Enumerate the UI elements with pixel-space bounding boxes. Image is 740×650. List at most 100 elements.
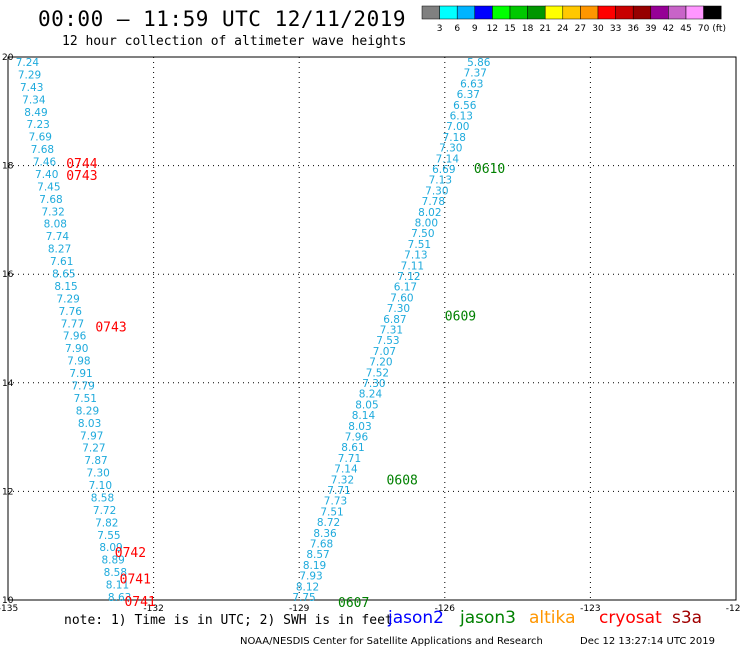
wave-height-value: 7.07 <box>373 346 396 358</box>
wave-height-value: 7.69 <box>29 132 52 144</box>
plot-frame <box>7 56 737 601</box>
wave-height-value: 6.56 <box>453 100 477 112</box>
legend-label: 9 <box>472 24 478 34</box>
x-tick-label: -135 <box>0 604 18 614</box>
wave-height-value: 7.77 <box>61 318 84 330</box>
wave-height-value: 7.76 <box>59 306 83 318</box>
y-tick-label: 16 <box>2 270 14 280</box>
legend-swatch <box>703 5 722 20</box>
wave-height-value: 7.96 <box>63 331 87 343</box>
pass-time-label: 0607 <box>338 596 369 611</box>
wave-height-value: 7.14 <box>436 153 460 165</box>
wave-height-value: 6.87 <box>383 314 406 326</box>
wave-height-value: 5.86 <box>467 57 491 69</box>
wave-height-value: 7.68 <box>310 539 333 551</box>
legend-label: 45 <box>680 24 691 34</box>
wave-height-value: 7.72 <box>93 505 116 517</box>
y-tick-label: 18 <box>2 162 14 172</box>
satellite-name: cryosat <box>599 608 662 628</box>
wave-height-value: 7.30 <box>86 468 109 480</box>
wave-height-value: 8.65 <box>52 269 75 281</box>
wave-height-value: 8.89 <box>101 555 124 567</box>
legend-label: 3 <box>437 24 443 34</box>
legend-label: 24 <box>557 24 569 34</box>
pass-time-label: 0744 <box>66 157 97 172</box>
x-tick-label: -126 <box>435 604 456 614</box>
wave-height-value: 6.63 <box>460 78 483 90</box>
y-tick-label: 10 <box>2 596 14 606</box>
wave-height-value: 8.58 <box>104 567 127 579</box>
x-tick-label: -129 <box>289 604 310 614</box>
wave-height-value: 8.63 <box>108 592 131 604</box>
legend-label: 42 <box>663 24 674 34</box>
chart-title: 00:00 – 11:59 UTC 12/11/2019 <box>38 7 407 31</box>
wave-height-value: 8.29 <box>76 405 99 417</box>
wave-height-value: 8.03 <box>348 421 371 433</box>
wave-height-value: 7.60 <box>390 292 413 304</box>
wave-height-value: 8.02 <box>418 207 441 219</box>
wave-height-value: 7.30 <box>425 185 448 197</box>
wave-height-value: 7.61 <box>50 256 73 268</box>
legend-label: 33 <box>610 24 621 34</box>
pass-time-label: 0609 <box>445 309 476 324</box>
wave-height-value: 7.18 <box>443 132 466 144</box>
wave-height-value: 7.30 <box>439 143 462 155</box>
satellite-name: jason3 <box>460 608 516 628</box>
wave-height-value: 7.68 <box>39 194 62 206</box>
wave-height-value: 8.49 <box>24 107 47 119</box>
wave-height-value: 7.87 <box>84 455 107 467</box>
wave-height-value: 7.37 <box>464 68 487 80</box>
wave-height-value: 8.14 <box>352 410 376 422</box>
wave-height-value: 7.45 <box>37 181 60 193</box>
y-tick-label: 12 <box>2 487 13 497</box>
pass-time-label: 0741 <box>124 595 155 610</box>
legend-label: 21 <box>539 24 550 34</box>
legend-label: 30 <box>592 24 604 34</box>
wave-height-value: 7.29 <box>18 69 41 81</box>
wave-height-value: 8.61 <box>341 442 364 454</box>
wave-height-value: 8.00 <box>415 218 438 230</box>
wave-height-value: 6.69 <box>432 164 455 176</box>
wave-height-value: 7.31 <box>380 325 403 337</box>
wave-height-value: 7.98 <box>67 356 90 368</box>
wave-height-value: 7.14 <box>334 464 358 476</box>
wave-height-value: 8.58 <box>91 492 114 504</box>
wave-height-value: 7.29 <box>56 293 79 305</box>
wave-height-value: 7.93 <box>299 571 322 583</box>
pass-time-label: 0741 <box>120 572 151 587</box>
wave-height-value: 7.74 <box>46 231 70 243</box>
x-tick-label: -123 <box>580 604 600 614</box>
wave-height-value: 7.73 <box>324 496 347 508</box>
x-tick-label: -120 <box>726 604 740 614</box>
wave-height-value: 7.00 <box>446 121 469 133</box>
wave-height-value: 7.13 <box>404 250 427 262</box>
wave-height-value: 7.52 <box>366 367 389 379</box>
wave-height-value: 7.90 <box>65 343 88 355</box>
wave-height-value: 8.27 <box>48 244 71 256</box>
wave-height-value: 7.30 <box>362 378 385 390</box>
wave-height-value: 8.24 <box>359 389 383 401</box>
wave-height-value: 7.50 <box>411 228 434 240</box>
wave-height-value: 7.46 <box>33 157 57 169</box>
wave-height-value: 7.10 <box>89 480 112 492</box>
wave-height-value: 8.03 <box>78 418 101 430</box>
wave-height-value: 7.23 <box>26 119 49 131</box>
wave-height-value: 8.08 <box>44 219 67 231</box>
wave-height-value: 6.13 <box>450 111 473 123</box>
wave-height-value: 7.96 <box>345 432 369 444</box>
satellite-name: s3a <box>672 608 703 628</box>
wave-height-value: 7.32 <box>331 474 354 486</box>
wave-height-value: 7.82 <box>95 517 118 529</box>
satellite-name: jason2 <box>388 608 444 628</box>
wave-height-value: 7.51 <box>320 506 343 518</box>
legend-label: 27 <box>575 24 586 34</box>
y-tick-label: 14 <box>2 379 14 389</box>
wave-height-value: 7.34 <box>22 94 46 106</box>
wave-height-value: 8.57 <box>306 549 329 561</box>
wave-height-value: 8.36 <box>313 528 337 540</box>
wave-height-value: 7.43 <box>20 82 43 94</box>
wave-height-value: 7.11 <box>401 260 424 272</box>
wave-height-value: 8.12 <box>296 581 319 593</box>
wave-height-value: 7.53 <box>376 335 399 347</box>
